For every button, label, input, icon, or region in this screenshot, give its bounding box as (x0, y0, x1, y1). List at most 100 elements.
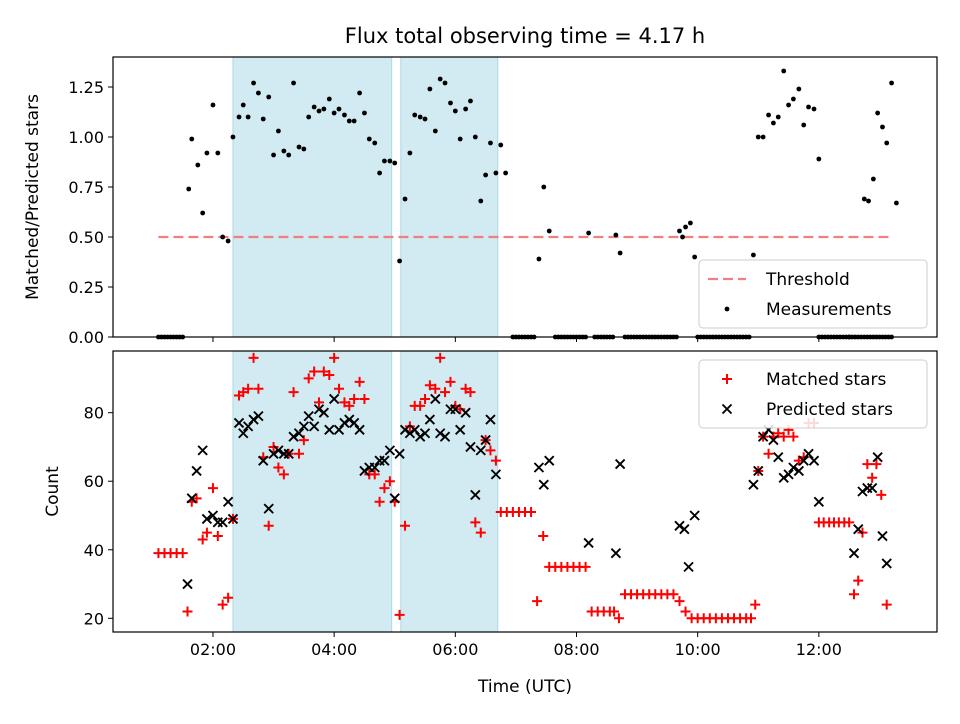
measurement-point (240, 102, 246, 108)
measurement-point (472, 134, 478, 140)
matched-star-point (490, 455, 501, 466)
measurement-point (546, 228, 552, 234)
matched-star-point (354, 376, 365, 387)
predicted-star-point (490, 469, 502, 480)
measurement-point (362, 110, 367, 116)
matched-star-point (745, 613, 756, 624)
matched-star-point (538, 531, 549, 542)
measurement-point (342, 112, 347, 118)
measurement-point (281, 148, 287, 154)
matched-star-point (329, 352, 340, 363)
predicted-star-point (470, 489, 481, 501)
x-tick-label: 08:00 (553, 640, 599, 659)
measurement-point (301, 146, 307, 152)
measurement-point (437, 76, 443, 82)
measurement-point (311, 104, 317, 110)
predicted-star-point (848, 548, 860, 559)
predicted-star-point (773, 452, 784, 463)
measurement-point (448, 100, 453, 106)
matched-star-point (248, 352, 259, 363)
matched-star-point (470, 517, 481, 528)
matched-star-point (223, 592, 234, 603)
y-tick-label: 1.25 (68, 78, 104, 97)
matched-star-point (303, 373, 314, 384)
predicted-star-point (238, 428, 249, 439)
measurement-point (225, 238, 231, 244)
matched-star-point (344, 400, 355, 411)
measurement-point (806, 104, 811, 110)
matched-star-point (404, 421, 415, 432)
predicted-star-point (248, 414, 259, 425)
measurement-point (457, 136, 463, 142)
matched-star-point (243, 383, 254, 394)
matched-star-point (763, 448, 774, 459)
predicted-star-point (253, 410, 264, 422)
measurement-point (781, 68, 787, 74)
predicted-star-point (242, 421, 254, 432)
predicted-star-point (359, 465, 370, 477)
matched-star-point (374, 496, 385, 507)
legend: Matched stars Predicted stars (698, 359, 928, 429)
legend-matched-swatch (722, 374, 732, 384)
predicted-star-point (288, 431, 299, 442)
measurement-point (680, 234, 685, 240)
matched-star-point (288, 387, 299, 398)
predicted-star-point (348, 417, 360, 429)
measurement-point (875, 110, 881, 116)
matched-star-point (580, 561, 591, 572)
matched-star-point (201, 527, 212, 538)
predicted-star-point (201, 513, 213, 525)
predicted-star-point (394, 448, 405, 459)
matched-star-point (217, 599, 228, 610)
measurement-point (402, 196, 408, 202)
measurement-point (801, 122, 807, 128)
y-tick-label: 80 (84, 404, 104, 423)
measurement-point (427, 86, 433, 92)
predicted-star-point (399, 424, 411, 435)
x-tick-label: 06:00 (432, 640, 478, 659)
predicted-star-point (303, 410, 314, 422)
predicted-star-point (283, 448, 294, 459)
measurement-point (200, 210, 206, 216)
measurement-point (866, 198, 871, 204)
predicted-star-point (485, 414, 496, 425)
measurement-point (397, 258, 402, 264)
predicted-star-point (768, 434, 779, 446)
matched-star-point (867, 472, 878, 483)
measurement-point (346, 118, 352, 124)
measurement-point (286, 152, 292, 158)
predicted-star-point (333, 424, 345, 435)
matched-star-point (263, 520, 274, 531)
measurement-point (210, 102, 216, 108)
matched-star-point (394, 609, 405, 620)
predicted-star-point (689, 510, 700, 521)
predicted-star-point (544, 455, 555, 466)
predicted-star-point (808, 455, 820, 466)
matched-star-point (278, 469, 289, 480)
measurement-point (291, 80, 296, 86)
measurement-point (786, 102, 791, 108)
measurement-point (688, 220, 693, 226)
matched-star-point (415, 400, 426, 411)
measurement-point (357, 90, 362, 96)
measurement-point (245, 114, 251, 120)
matched-star-point (384, 476, 395, 487)
matched-star-point (871, 459, 882, 470)
predicted-star-point (389, 493, 400, 504)
legend-label: Threshold (765, 270, 850, 290)
matched-star-point (191, 493, 202, 504)
predicted-star-point (872, 452, 883, 463)
x-tick-label: 12:00 (796, 640, 842, 659)
predicted-star-point (324, 424, 335, 435)
matched-star-point (349, 393, 360, 404)
predicted-star-point (538, 479, 549, 490)
predicted-star-point (273, 445, 284, 456)
measurement-point (186, 186, 192, 192)
measurement-point (760, 134, 766, 140)
matched-star-point (197, 534, 208, 545)
measurement-point (880, 124, 885, 130)
matched-star-point (420, 393, 431, 404)
measurement-point (536, 256, 542, 262)
predicted-star-point (480, 434, 491, 446)
